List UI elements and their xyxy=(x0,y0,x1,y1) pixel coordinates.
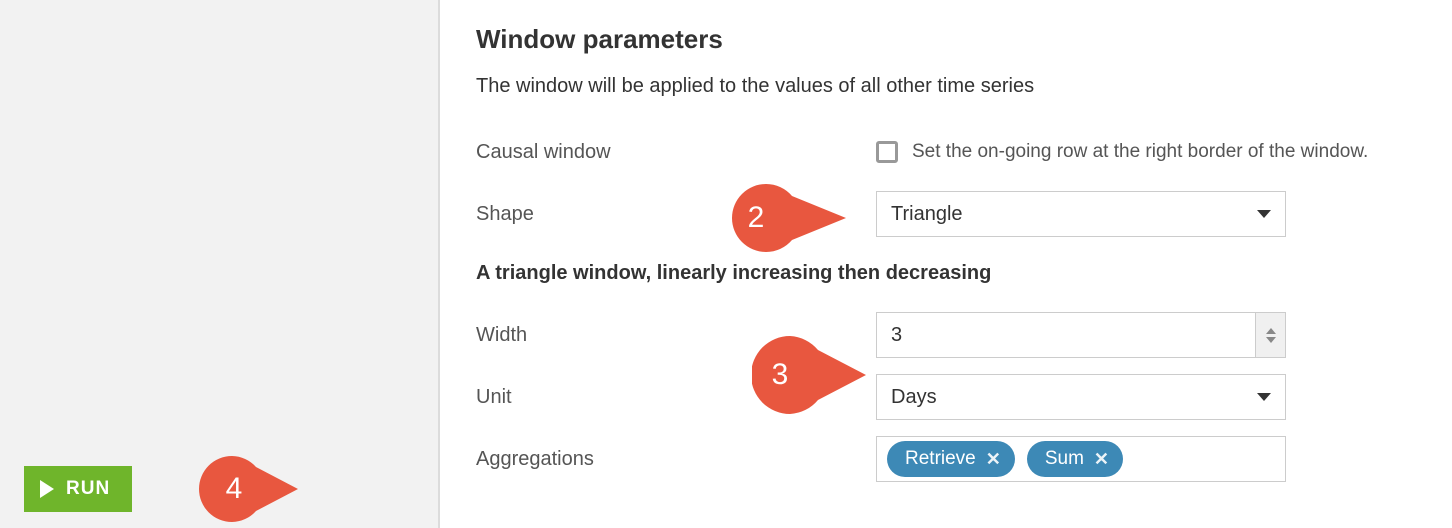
help-causal-window: Set the on-going row at the right border… xyxy=(912,141,1368,163)
label-width: Width xyxy=(476,324,876,347)
section-title: Window parameters xyxy=(476,24,1416,55)
chevron-down-icon xyxy=(1266,337,1276,343)
select-shape[interactable]: Triangle xyxy=(876,191,1286,237)
label-unit: Unit xyxy=(476,386,876,409)
run-button[interactable]: RUN xyxy=(24,466,132,512)
tag-retrieve-label: Retrieve xyxy=(905,448,976,470)
tag-retrieve: Retrieve ✕ xyxy=(887,441,1015,477)
remove-icon[interactable]: ✕ xyxy=(1094,449,1109,470)
select-shape-value: Triangle xyxy=(891,203,963,226)
row-width: Width 3 xyxy=(476,309,1416,361)
shape-description: A triangle window, linearly increasing t… xyxy=(476,262,1416,285)
section-description: The window will be applied to the values… xyxy=(476,75,1416,98)
row-unit: Unit Days xyxy=(476,371,1416,423)
input-width[interactable]: 3 xyxy=(876,312,1286,358)
select-unit[interactable]: Days xyxy=(876,374,1286,420)
remove-icon[interactable]: ✕ xyxy=(986,449,1001,470)
callout-4-number: 4 xyxy=(226,472,243,506)
checkbox-causal-window[interactable] xyxy=(876,141,898,163)
callout-4-shape xyxy=(188,456,298,522)
label-causal-window: Causal window xyxy=(476,141,876,164)
row-shape: Shape Triangle xyxy=(476,188,1416,240)
row-causal-window: Causal window Set the on-going row at th… xyxy=(476,126,1416,178)
callout-4: 4 xyxy=(188,456,298,522)
label-aggregations: Aggregations xyxy=(476,448,876,471)
width-stepper[interactable] xyxy=(1255,313,1285,357)
row-aggregations: Aggregations Retrieve ✕ Sum ✕ xyxy=(476,433,1416,485)
label-shape: Shape xyxy=(476,203,876,226)
input-aggregations[interactable]: Retrieve ✕ Sum ✕ xyxy=(876,436,1286,482)
chevron-down-icon xyxy=(1257,393,1271,401)
select-unit-value: Days xyxy=(891,386,937,409)
chevron-up-icon xyxy=(1266,328,1276,334)
tag-sum-label: Sum xyxy=(1045,448,1084,470)
input-width-value: 3 xyxy=(891,324,902,347)
run-button-label: RUN xyxy=(66,478,110,500)
tag-sum: Sum ✕ xyxy=(1027,441,1123,477)
play-icon xyxy=(40,480,54,498)
chevron-down-icon xyxy=(1257,210,1271,218)
main-panel: Window parameters The window will be app… xyxy=(440,0,1452,528)
sidebar: RUN 4 xyxy=(0,0,440,528)
